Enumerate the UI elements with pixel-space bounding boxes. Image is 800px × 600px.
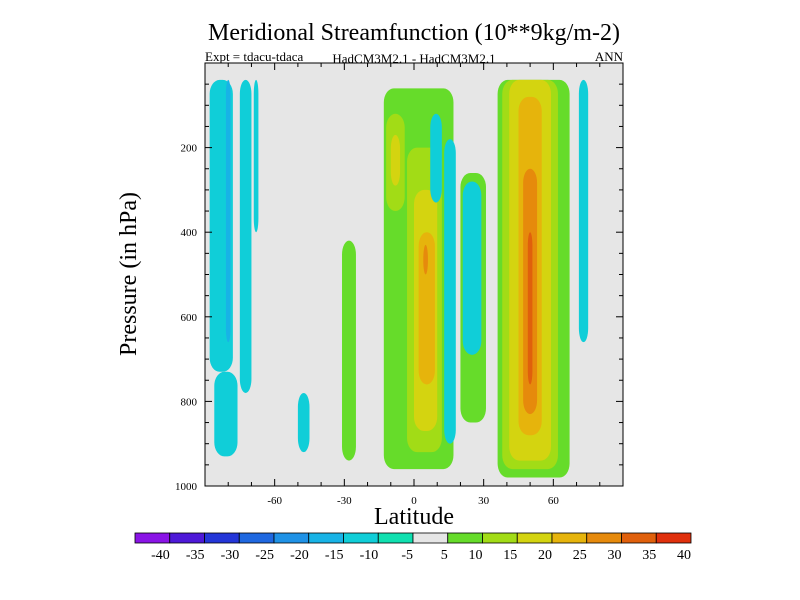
colorbar-box	[343, 532, 379, 544]
colorbar-box	[273, 532, 310, 544]
contour-region-13	[423, 244, 428, 275]
subtitle-right: ANN	[595, 49, 624, 64]
axis-ticks: -60 -30 0 30 60 200 400 600 800 1000	[175, 63, 623, 507]
colorbar-box	[586, 532, 622, 544]
colorbar-label: -25	[255, 548, 274, 563]
colorbar-label: -20	[290, 548, 309, 563]
colorbar-box	[238, 532, 275, 544]
y-axis-label: Pressure (in hPa)	[116, 192, 142, 356]
x-tick-label: -30	[337, 495, 352, 507]
x-axis-label: Latitude	[374, 504, 454, 530]
contour-region-9	[390, 134, 401, 186]
colorbar-box	[412, 532, 449, 544]
colorbar-label: 5	[441, 548, 448, 563]
x-tick-label: 60	[548, 495, 560, 507]
x-tick-label: -60	[267, 495, 282, 507]
x-tick-label: 0	[411, 495, 417, 507]
contour-region-17	[462, 181, 482, 355]
contour-regions	[209, 79, 589, 478]
colorbar-box	[621, 532, 657, 544]
subtitle-left: Expt = tdacu-tdaca	[205, 49, 304, 64]
contour-region-14	[430, 113, 442, 203]
x-tick-label: 30	[478, 495, 490, 507]
colorbar-label: 35	[642, 548, 656, 563]
contour-region-3	[239, 79, 252, 393]
colorbar-box	[482, 532, 518, 544]
contour-region-23	[527, 232, 533, 385]
colorbar-label: -35	[186, 548, 205, 563]
colorbar-box	[134, 532, 171, 544]
colorbar-label: 30	[608, 548, 622, 563]
y-tick-label: 1000	[175, 481, 198, 493]
y-tick-label: 200	[181, 143, 198, 155]
chart-title: Meridional Streamfunction (10**9kg/m-2)	[208, 20, 620, 46]
colorbar-label: 40	[677, 548, 691, 563]
contour-region-2	[225, 79, 231, 343]
colorbar-box	[447, 532, 483, 544]
colorbar-box	[204, 532, 240, 544]
contour-region-15	[444, 139, 456, 444]
colorbar-label: 25	[573, 548, 587, 563]
colorbar-box	[655, 532, 692, 544]
y-tick-label: 600	[181, 312, 198, 324]
colorbar: -40 -35 -30 -25 -20 -15 -10 -5 5 10 15 20 25 30 35 40	[134, 532, 692, 563]
colorbar-label: -5	[401, 548, 413, 563]
y-tick-label: 400	[181, 227, 198, 239]
colorbar-label: 10	[469, 548, 483, 563]
colorbar-box	[551, 532, 588, 544]
colorbar-box	[308, 532, 344, 544]
contour-region-24	[578, 79, 589, 343]
contour-region-1	[214, 371, 238, 457]
contour-region-5	[297, 392, 310, 453]
colorbar-box	[377, 532, 414, 544]
colorbar-label: 20	[538, 548, 552, 563]
contour-region-4	[253, 79, 259, 233]
colorbar-label: -15	[325, 548, 344, 563]
colorbar-label: -30	[221, 548, 240, 563]
contour-region-12	[418, 232, 435, 385]
subtitle-center: HadCM3M2.1 - HadCM3M2.1	[332, 51, 495, 66]
colorbar-box	[516, 532, 553, 544]
colorbar-label: 15	[503, 548, 517, 563]
colorbar-label: -10	[360, 548, 379, 563]
colorbar-box	[169, 532, 205, 544]
y-tick-label: 800	[181, 396, 198, 408]
colorbar-label: -40	[151, 548, 170, 563]
contour-region-6	[342, 240, 356, 461]
